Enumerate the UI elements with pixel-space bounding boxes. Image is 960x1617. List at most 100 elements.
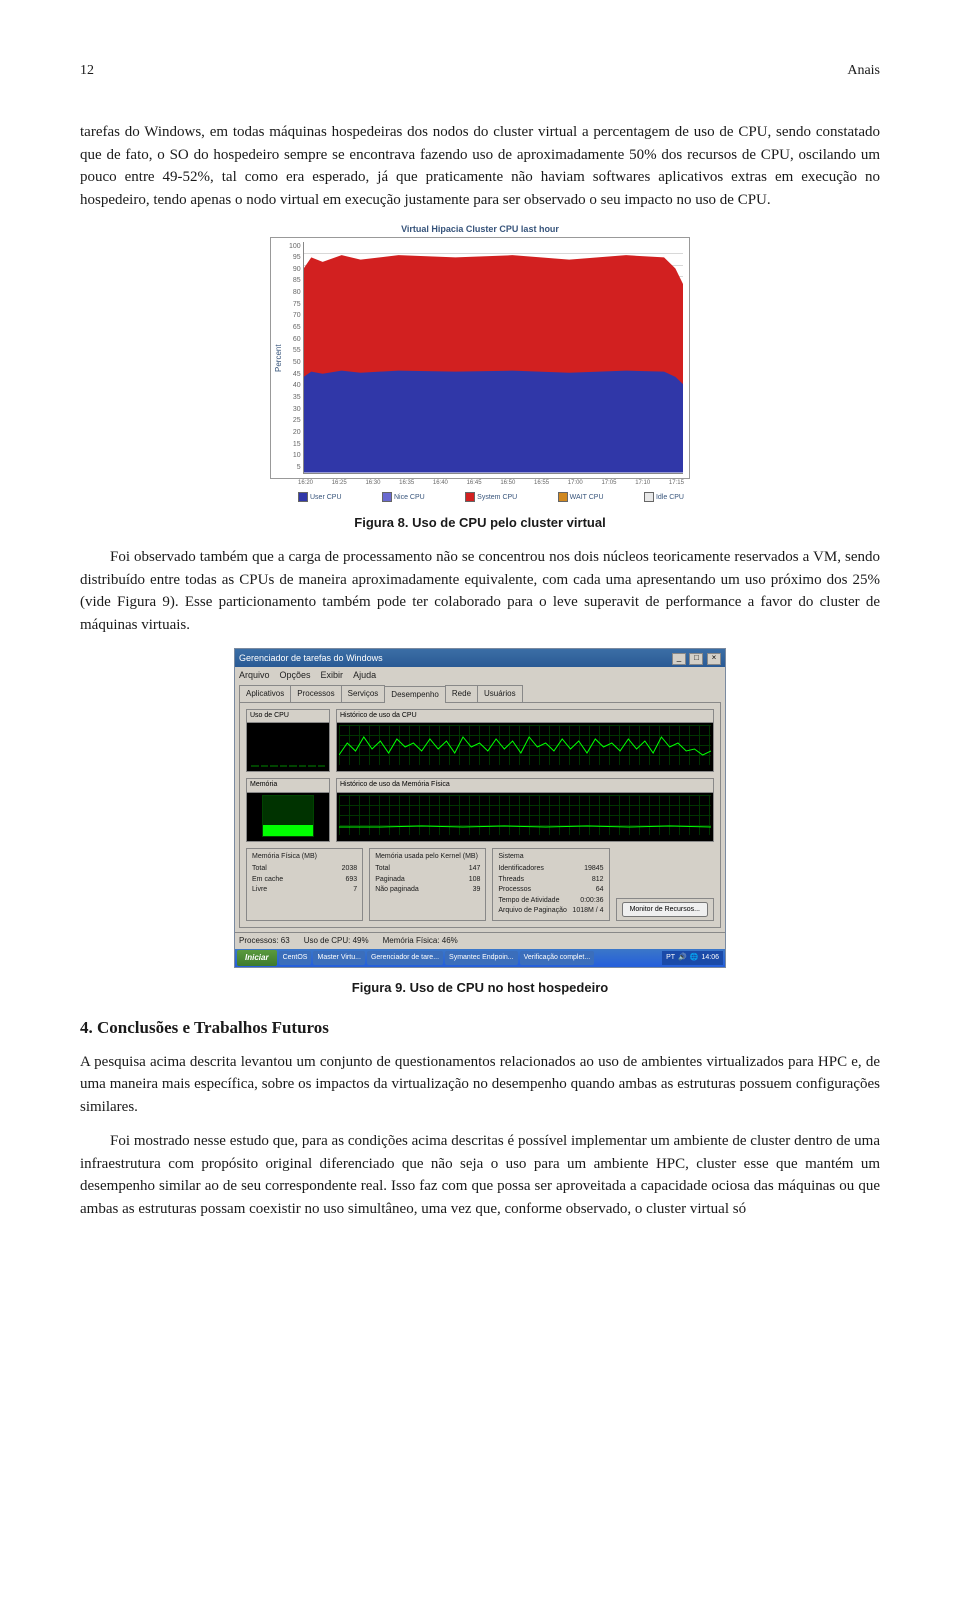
info-row: Tempo de Atividade0:00:36: [498, 896, 603, 907]
ytick: 80: [289, 288, 301, 299]
tab[interactable]: Serviços: [341, 685, 386, 702]
taskbar-task[interactable]: Gerenciador de tare...: [367, 951, 443, 966]
figure-8-caption: Figura 8. Uso de CPU pelo cluster virtua…: [80, 513, 880, 533]
ytick: 50: [289, 358, 301, 369]
legend-item: User CPU: [298, 492, 342, 503]
taskbar[interactable]: Iniciar CentOSMaster Virtu...Gerenciador…: [235, 949, 725, 967]
xtick: 16:40: [433, 479, 448, 488]
cpu-history-box: Histórico de uso da CPU: [336, 709, 714, 773]
maximize-icon[interactable]: □: [689, 653, 703, 665]
info-row: Paginada108: [375, 875, 480, 886]
tab[interactable]: Usuários: [477, 685, 523, 702]
cpu-box-label: Uso de CPU: [247, 710, 329, 724]
xtick: 16:50: [500, 479, 515, 488]
xtick: 16:25: [332, 479, 347, 488]
xtick: 16:55: [534, 479, 549, 488]
info-row: Total147: [375, 864, 480, 875]
cpu-core-bar: [270, 765, 278, 767]
xtick: 17:05: [601, 479, 616, 488]
info-row: Não paginada39: [375, 885, 480, 896]
start-button[interactable]: Iniciar: [237, 950, 277, 966]
ytick: 30: [289, 405, 301, 416]
ytick: 35: [289, 393, 301, 404]
ytick: 60: [289, 335, 301, 346]
taskbar-task[interactable]: CentOS: [279, 951, 312, 966]
menu-item[interactable]: Opções: [280, 670, 311, 680]
info-row: Em cache693: [252, 875, 357, 886]
network-icon[interactable]: 🌐: [690, 953, 699, 964]
info-box-title: Sistema: [498, 852, 603, 863]
running-title: Anais: [847, 60, 880, 81]
tab[interactable]: Aplicativos: [239, 685, 291, 702]
info-row: Livre7: [252, 885, 357, 896]
memory-bar: [262, 795, 314, 837]
cpu-usage-box: Uso de CPU: [246, 709, 330, 773]
cpu-history-graph: [339, 725, 711, 765]
tab[interactable]: Processos: [290, 685, 341, 702]
body-paragraph-2: Foi observado também que a carga de proc…: [80, 546, 880, 636]
section-heading: 4. Conclusões e Trabalhos Futuros: [80, 1015, 880, 1041]
xtick: 16:45: [467, 479, 482, 488]
minimize-icon[interactable]: _: [672, 653, 686, 665]
taskbar-task[interactable]: Symantec Endpoin...: [445, 951, 518, 966]
ytick: 95: [289, 253, 301, 264]
info-box: Memória Física (MB)Total2038Em cache693L…: [246, 848, 363, 921]
chart8-xaxis: 16:2016:2516:3016:3516:4016:4516:5016:55…: [270, 479, 690, 488]
info-row: Identificadores19845: [498, 864, 603, 875]
body-paragraph-4: Foi mostrado nesse estudo que, para as c…: [80, 1130, 880, 1220]
window-titlebar[interactable]: Gerenciador de tarefas do Windows _ □ ×: [235, 649, 725, 667]
menu-item[interactable]: Ajuda: [353, 670, 376, 680]
figure-8-chart: Virtual Hipacia Cluster CPU last hour Pe…: [270, 223, 690, 503]
ytick: 5: [289, 463, 301, 474]
cpu-history-label: Histórico de uso da CPU: [337, 710, 713, 724]
memory-history-graph: [339, 795, 711, 835]
info-box: Memória usada pelo Kernel (MB)Total147Pa…: [369, 848, 486, 921]
chart8-yaxis: 1009590858075706560555045403530252015105: [287, 238, 303, 478]
info-box-title: Memória usada pelo Kernel (MB): [375, 852, 480, 863]
legend-item: Idle CPU: [644, 492, 684, 503]
ytick: 15: [289, 440, 301, 451]
ytick: 25: [289, 416, 301, 427]
tray-clock[interactable]: 14:06: [701, 953, 719, 964]
memory-box-label: Memória: [247, 779, 329, 793]
tray-lang[interactable]: PT: [666, 953, 675, 964]
cpu-core-bar: [251, 765, 259, 767]
ytick: 70: [289, 311, 301, 322]
legend-item: WAIT CPU: [558, 492, 604, 503]
memory-history-box: Histórico de uso da Memória Física: [336, 778, 714, 842]
ytick: 85: [289, 276, 301, 287]
tab[interactable]: Desempenho: [384, 686, 446, 703]
taskbar-task[interactable]: Verificação complet...: [520, 951, 595, 966]
figure-9-task-manager: Gerenciador de tarefas do Windows _ □ × …: [234, 648, 726, 968]
resource-monitor-button[interactable]: Monitor de Recursos...: [622, 902, 708, 917]
tab-strip[interactable]: AplicativosProcessosServiçosDesempenhoRe…: [235, 685, 725, 702]
cpu-core-bar: [318, 765, 326, 767]
close-icon[interactable]: ×: [707, 653, 721, 665]
xtick: 17:15: [669, 479, 684, 488]
xtick: 16:35: [399, 479, 414, 488]
status-bar: Processos: 63 Uso de CPU: 49% Memória Fí…: [235, 932, 725, 949]
system-tray[interactable]: PT 🔊 🌐 14:06: [662, 951, 723, 966]
legend-item: System CPU: [465, 492, 517, 503]
taskbar-task[interactable]: Master Virtu...: [313, 951, 364, 966]
menu-item[interactable]: Exibir: [321, 670, 344, 680]
speaker-icon[interactable]: 🔊: [678, 953, 687, 964]
tab[interactable]: Rede: [445, 685, 478, 702]
info-row: Total2038: [252, 864, 357, 875]
ytick: 45: [289, 370, 301, 381]
xtick: 16:30: [365, 479, 380, 488]
cpu-core-bar: [261, 765, 269, 767]
menu-bar[interactable]: Arquivo Opções Exibir Ajuda: [235, 667, 725, 685]
body-paragraph-1: tarefas do Windows, em todas máquinas ho…: [80, 121, 880, 211]
ytick: 75: [289, 300, 301, 311]
menu-item[interactable]: Arquivo: [239, 670, 270, 680]
xtick: 17:10: [635, 479, 650, 488]
chart-layer: [304, 369, 683, 473]
cpu-core-bar: [308, 765, 316, 767]
chart8-ylabel: Percent: [271, 238, 287, 478]
ytick: 10: [289, 451, 301, 462]
status-mem: Memória Física: 46%: [383, 935, 458, 947]
ytick: 40: [289, 381, 301, 392]
info-row: Arquivo de Paginação1018M / 4: [498, 906, 603, 917]
status-cpu: Uso de CPU: 49%: [304, 935, 369, 947]
